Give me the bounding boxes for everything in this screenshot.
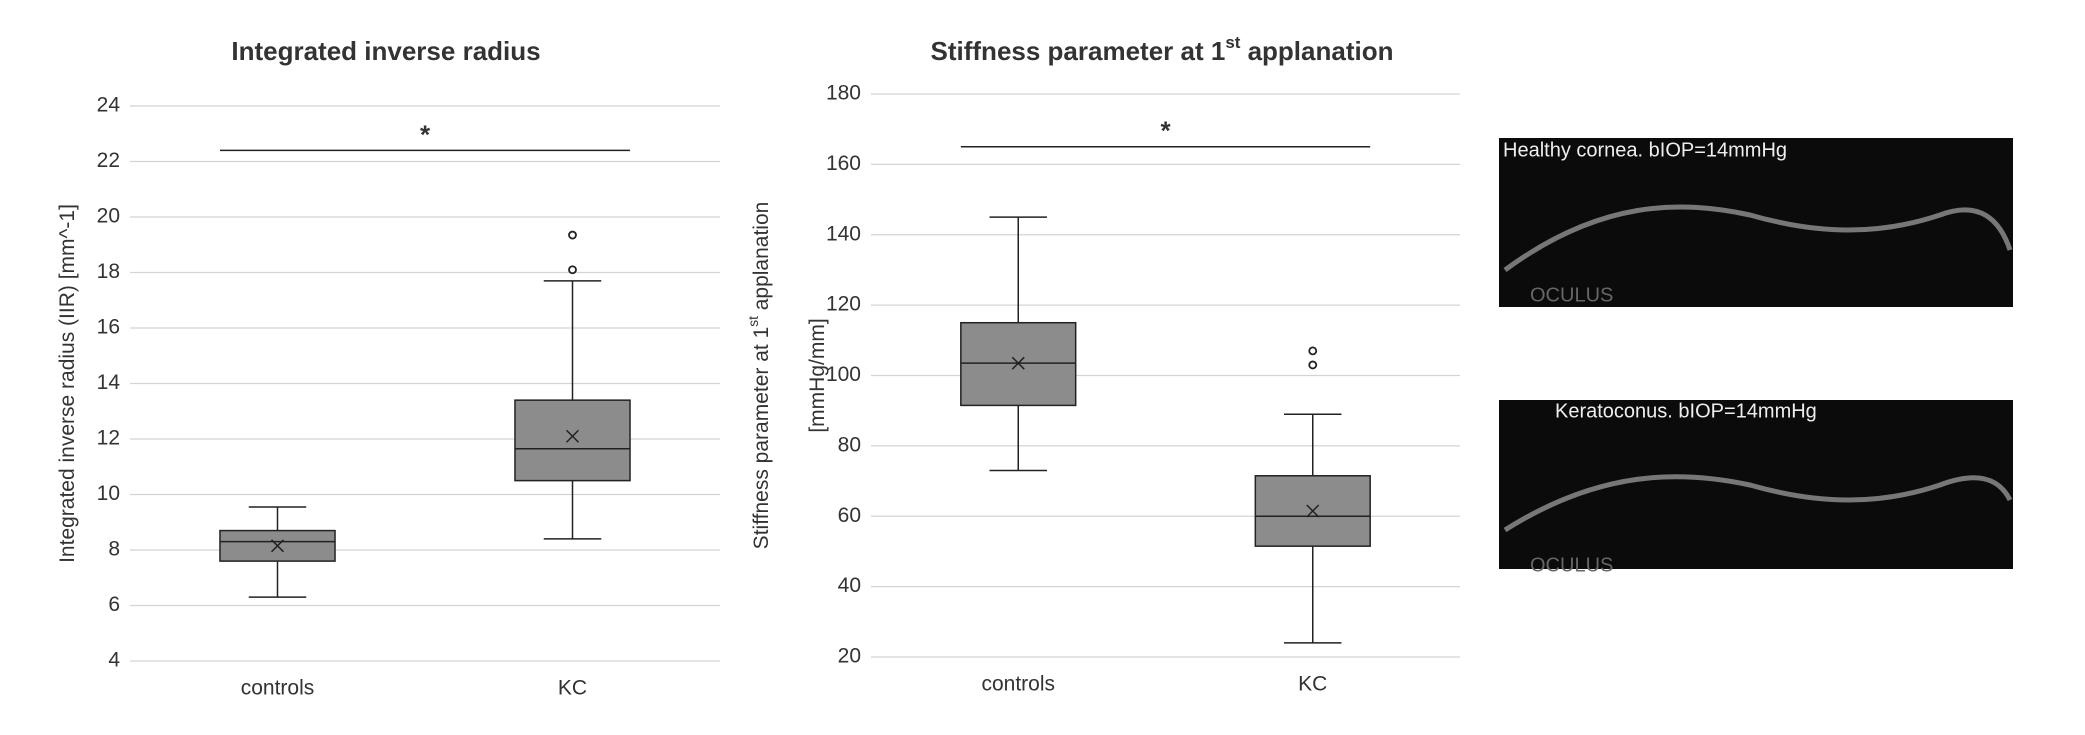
y-tick-label: 180 — [826, 82, 861, 105]
chart-title: Integrated inverse radius — [231, 36, 540, 66]
mean-marker — [565, 429, 580, 443]
superscript: st — [1225, 33, 1240, 52]
x-tick-label: KC — [1298, 673, 1327, 696]
text-part: Stiffness parameter at 1 — [931, 36, 1226, 66]
outlier — [1308, 360, 1318, 370]
y-tick-label: 120 — [826, 293, 861, 316]
chart-title: Stiffness parameter at 1st applanation — [931, 33, 1394, 66]
superscript: st — [746, 316, 761, 327]
x-tick-label: controls — [981, 673, 1055, 696]
y-axis-label: [mmHg/mm] — [806, 318, 829, 432]
image-caption: Keratoconus. bIOP=14mmHg — [1555, 401, 1817, 423]
y-tick-label: 24 — [97, 94, 121, 117]
mean-marker — [270, 539, 285, 553]
y-axis-label: Stiffness parameter at 1st applanation — [746, 202, 772, 550]
y-tick-label: 14 — [97, 371, 121, 394]
y-tick-label: 8 — [108, 538, 120, 561]
mean-marker — [1306, 504, 1320, 518]
box — [514, 399, 631, 482]
y-tick-label: 160 — [826, 152, 861, 175]
y-tick-label: 6 — [108, 593, 120, 616]
image-panel: Keratoconus. bIOP=14mmHg OCULUS — [1499, 400, 2013, 576]
text-part: applanation — [750, 202, 773, 316]
y-tick-label: 22 — [97, 149, 120, 172]
image-logo: OCULUS — [1530, 554, 1613, 576]
image-panel: Healthy cornea. bIOP=14mmHg OCULUS — [1499, 138, 2013, 307]
cornea-profile — [1503, 474, 2013, 533]
y-axis-label: Integrated inverse radius (IIR) [mm^-1] — [56, 204, 79, 563]
image-logo: OCULUS — [1530, 284, 1613, 306]
outlier — [1308, 346, 1318, 356]
outlier — [568, 230, 577, 240]
y-tick-label: 80 — [838, 433, 861, 456]
y-tick-label: 12 — [97, 427, 120, 450]
text-part: Integrated inverse radius (IIR) [mm^-1] — [56, 204, 79, 563]
significance-label: * — [1160, 116, 1171, 146]
y-tick-label: 16 — [97, 316, 120, 339]
text-part: Integrated inverse radius — [231, 36, 540, 66]
y-tick-label: 4 — [108, 649, 120, 672]
y-tick-label: 40 — [838, 574, 861, 597]
text-part: [mmHg/mm] — [806, 318, 829, 432]
oct-image — [1499, 138, 2013, 307]
mean-marker — [1011, 356, 1025, 370]
y-tick-label: 10 — [97, 482, 120, 505]
image-caption: Healthy cornea. bIOP=14mmHg — [1503, 140, 1787, 162]
y-tick-label: 20 — [97, 205, 120, 228]
y-tick-label: 140 — [826, 222, 861, 245]
text-part: Stiffness parameter at 1 — [750, 327, 773, 550]
cornea-profile — [1503, 204, 2013, 273]
y-tick-label: 20 — [838, 645, 861, 668]
y-tick-label: 100 — [826, 363, 861, 386]
y-tick-label: 18 — [97, 260, 120, 283]
text-part: applanation — [1240, 36, 1393, 66]
significance-label: * — [420, 119, 431, 149]
x-tick-label: controls — [241, 677, 315, 700]
outlier — [568, 265, 577, 275]
x-tick-label: KC — [558, 677, 587, 700]
y-tick-label: 60 — [838, 504, 861, 527]
